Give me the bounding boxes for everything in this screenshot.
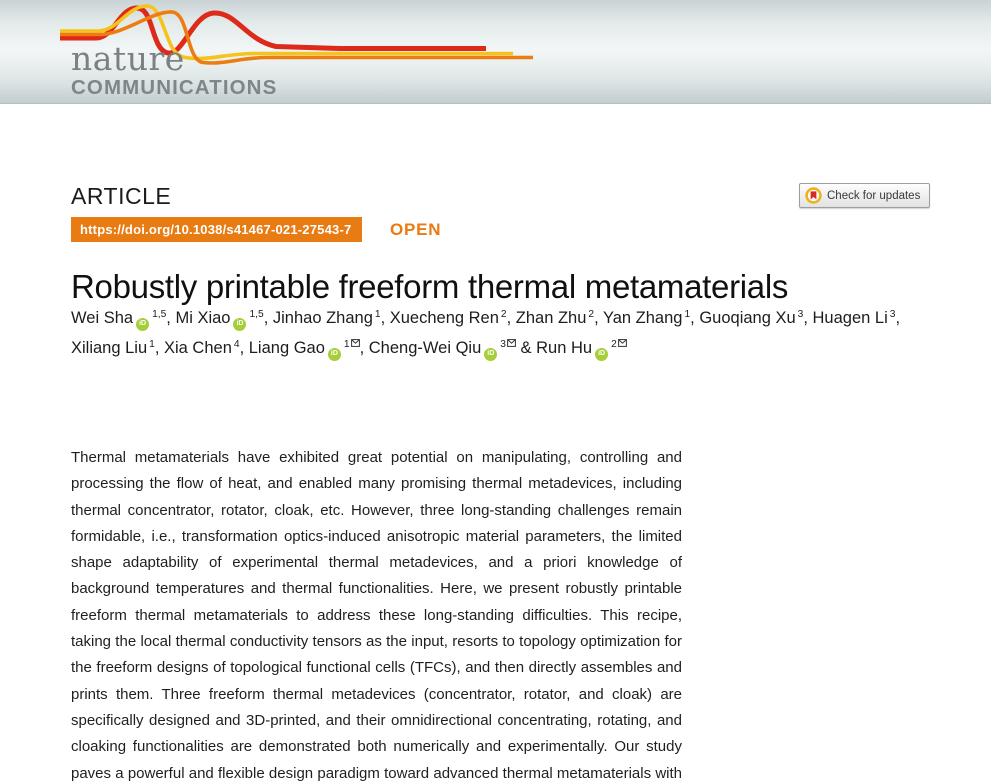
orcid-icon[interactable]: iD xyxy=(327,347,341,361)
author: Xia Chen 4, xyxy=(164,339,249,357)
nature-wave-graphic xyxy=(60,4,533,65)
orcid-icon[interactable]: iD xyxy=(595,347,609,361)
author-affiliation-sup: 3 xyxy=(500,338,516,350)
author-name: Xuecheng Ren xyxy=(389,309,499,327)
author-affiliation-sup: 2 xyxy=(500,308,507,320)
author-affiliation-sup: 1,5 xyxy=(152,308,167,320)
author-name: Zhan Zhu xyxy=(515,309,587,327)
article-kicker: ARTICLE xyxy=(71,183,172,209)
author: Zhan Zhu 2, xyxy=(516,309,603,327)
author-list: Wei Sha iD1,5, Mi Xiao iD1,5, Jinhao Zhang… xyxy=(71,303,933,363)
author-name: Mi Xiao xyxy=(175,309,231,327)
journal-logo: nature COMMUNICATIONS xyxy=(71,42,277,99)
author-separator: , xyxy=(506,309,516,327)
journal-logo-nature: nature xyxy=(71,39,185,78)
author-affiliation-sup: 3 xyxy=(797,308,804,320)
author-separator: , xyxy=(895,309,901,327)
envelope-icon[interactable] xyxy=(617,338,627,347)
author-affiliation-sup: 3 xyxy=(889,308,896,320)
author-name: Jinhao Zhang xyxy=(272,309,373,327)
author-name: Xiliang Liu xyxy=(71,339,148,357)
orcid-icon[interactable]: iD xyxy=(233,317,247,331)
orcid-icon[interactable]: iD xyxy=(136,317,150,331)
author-name: Yan Zhang xyxy=(602,309,683,327)
author: Huagen Li 3, xyxy=(813,309,901,327)
author-affiliation-sup: 1 xyxy=(344,338,360,350)
journal-logo-communications: COMMUNICATIONS xyxy=(71,76,278,99)
author-name: Liang Gao xyxy=(248,339,325,357)
author: Jinhao Zhang 1, xyxy=(273,309,390,327)
author: Mi Xiao iD1,5, xyxy=(175,308,273,331)
orcid-icon[interactable]: iD xyxy=(484,347,498,361)
author: Yan Zhang 1, xyxy=(603,309,699,327)
author: Wei Sha iD1,5, xyxy=(71,308,176,331)
author-separator: & xyxy=(515,339,537,357)
author: Xuecheng Ren 2, xyxy=(390,309,516,327)
author: Guoqiang Xu 3, xyxy=(699,309,812,327)
author-affiliation-sup: 2 xyxy=(611,338,627,350)
author-separator: , xyxy=(690,309,700,327)
check-for-updates-button[interactable]: Check for updates xyxy=(799,183,931,208)
author-affiliation-sup: 1,5 xyxy=(249,308,264,320)
article-title: Robustly printable freeform thermal meta… xyxy=(71,268,789,306)
author-separator: , xyxy=(380,309,390,327)
author: Liang Gao iD1, xyxy=(248,338,369,361)
author-separator: , xyxy=(594,309,603,327)
author-name: Xia Chen xyxy=(164,339,232,357)
author-name: Guoqiang Xu xyxy=(699,309,796,327)
journal-masthead: nature COMMUNICATIONS xyxy=(0,0,991,104)
author-separator: , xyxy=(359,339,369,357)
crossmark-icon xyxy=(805,187,822,204)
author-separator: , xyxy=(166,309,176,327)
abstract-text: Thermal metamaterials have exhibited gre… xyxy=(71,449,682,782)
author-separator: , xyxy=(154,339,164,357)
author-name: Huagen Li xyxy=(812,309,888,327)
author-name: Run Hu xyxy=(536,339,593,357)
envelope-icon[interactable] xyxy=(350,338,360,347)
author-separator: , xyxy=(263,309,273,327)
author-separator: , xyxy=(239,339,249,357)
doi-link[interactable]: https://doi.org/10.1038/s41467-021-27543… xyxy=(71,217,363,242)
author-affiliation-sup: 2 xyxy=(588,308,595,320)
check-for-updates-label: Check for updates xyxy=(827,189,921,202)
envelope-icon[interactable] xyxy=(507,338,516,347)
author: Xiliang Liu 1, xyxy=(71,339,164,357)
author-name: Cheng-Wei Qiu xyxy=(368,339,482,357)
author-affiliation-sup: 1 xyxy=(374,308,381,320)
author-name: Wei Sha xyxy=(71,309,134,327)
author-affiliation-sup: 1 xyxy=(684,308,691,320)
author-separator: , xyxy=(803,309,813,327)
author: Cheng-Wei Qiu iD3 & xyxy=(368,338,537,361)
author: Run Hu iD2 xyxy=(536,338,627,361)
author-affiliation-sup: 4 xyxy=(233,338,240,350)
author-affiliation-sup: 1 xyxy=(149,338,155,350)
open-access-label: OPEN xyxy=(390,220,442,239)
